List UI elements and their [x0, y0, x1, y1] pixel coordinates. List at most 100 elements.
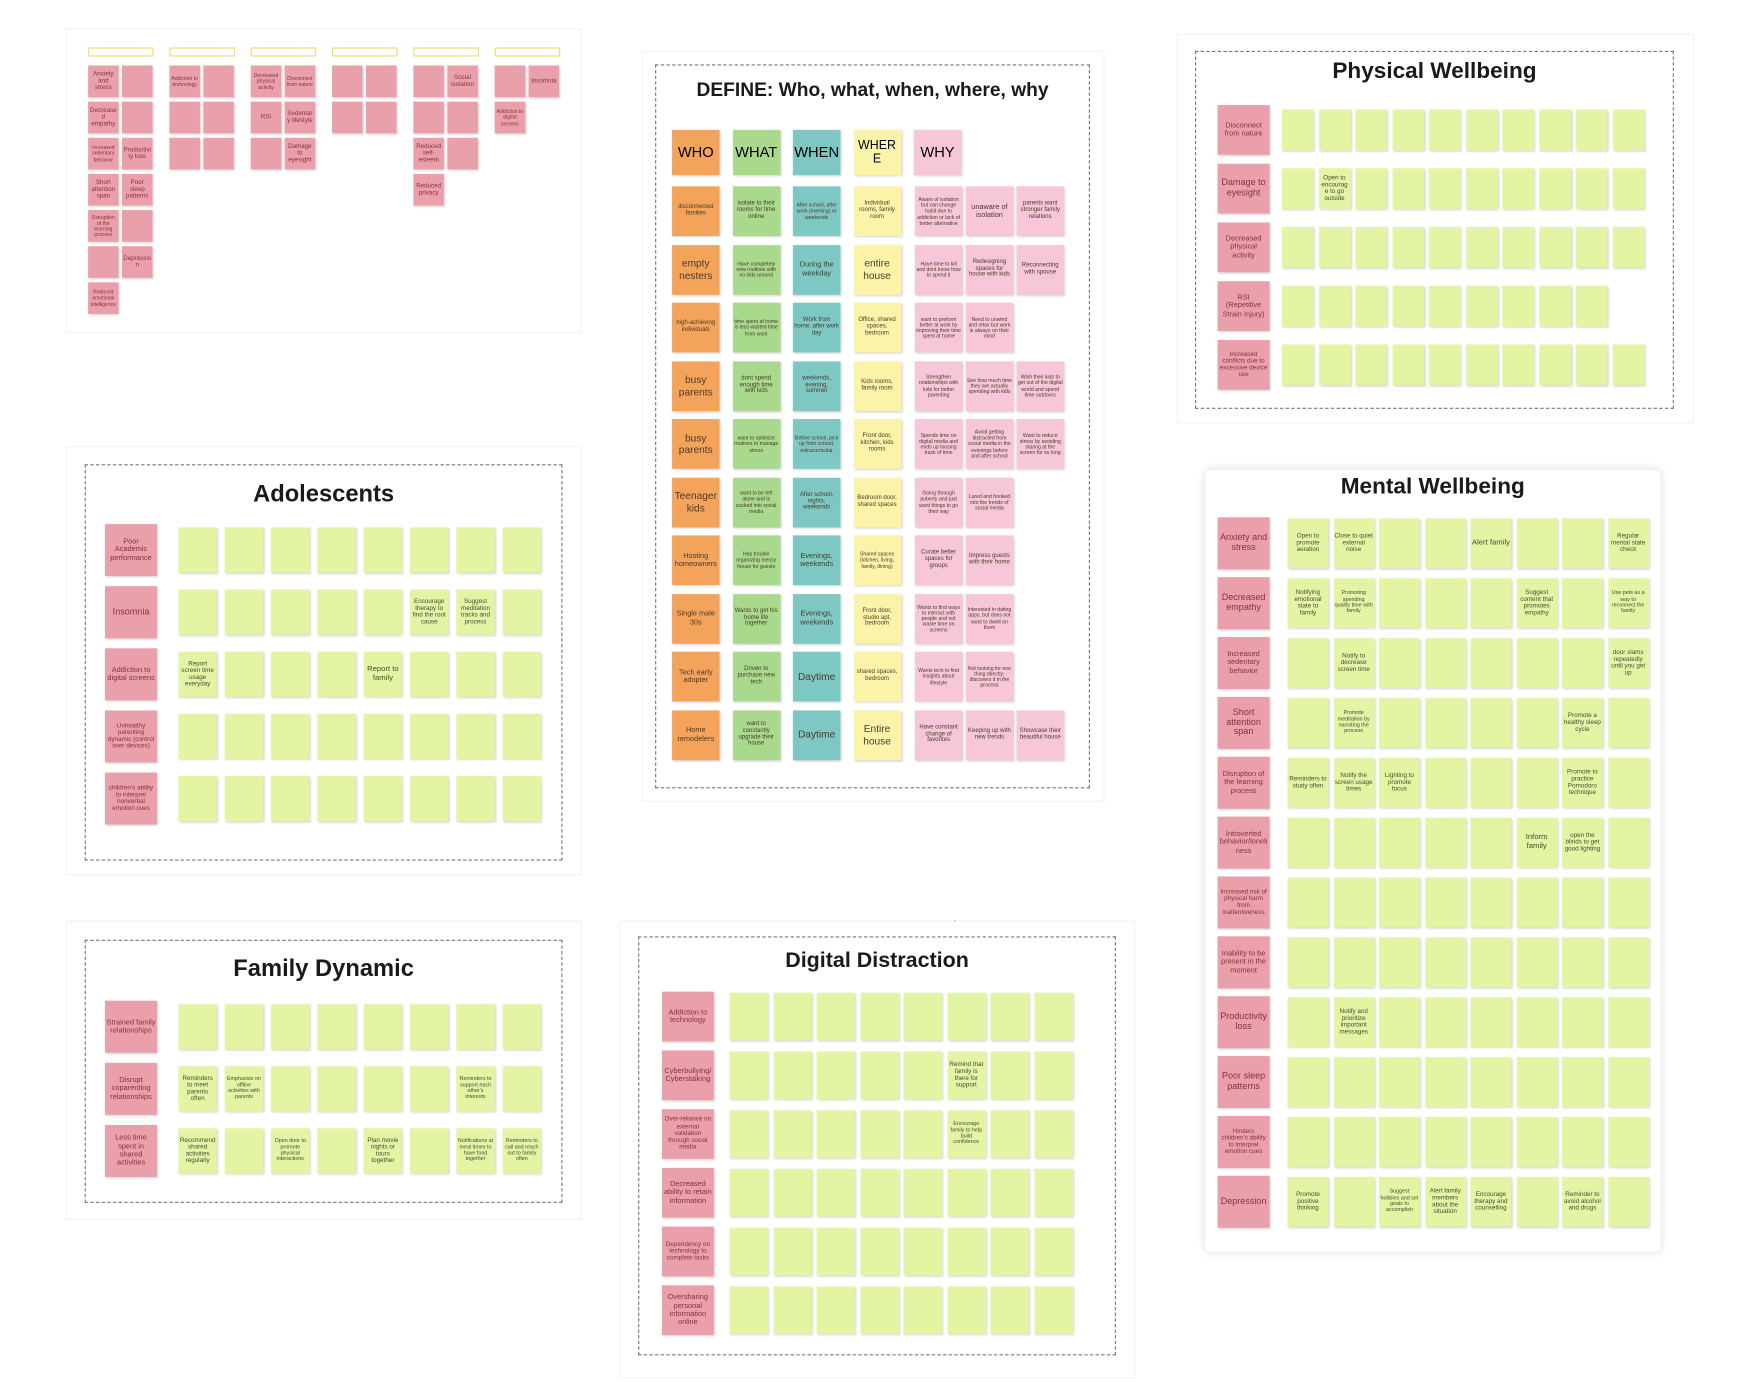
sticky-note [271, 1066, 310, 1112]
column-header: WHEN [792, 129, 841, 176]
sticky-note [1392, 344, 1424, 386]
sticky-note [1612, 227, 1644, 268]
board [84, 464, 563, 861]
sticky-note [1034, 1051, 1073, 1099]
sticky-note [947, 1169, 986, 1217]
sticky-note [365, 101, 397, 134]
sticky-note [1516, 877, 1558, 928]
sticky-note [860, 1286, 899, 1334]
sticky-note [1465, 227, 1498, 268]
sticky-note [1612, 109, 1644, 151]
row-label: Hinders children's ability to interpret … [1217, 1115, 1270, 1168]
sticky-note: Addiction to technology [169, 65, 200, 98]
sticky-note [363, 713, 403, 760]
sticky-note: Curate better spaces for groups [914, 535, 963, 586]
sticky-note [1502, 168, 1534, 209]
sticky-note [1607, 1117, 1649, 1167]
sticky-note: dont spend enough time with kids [732, 360, 780, 411]
sticky-note: Kids rooms, family room [853, 360, 901, 411]
sticky-note [178, 527, 217, 573]
sticky-note [121, 65, 153, 98]
sticky-note [947, 992, 986, 1041]
sticky-note [224, 651, 264, 697]
sticky-note [860, 1227, 899, 1276]
sticky-note [271, 589, 310, 635]
sticky-note [816, 1051, 856, 1099]
sticky-note: Increased sedentary behavior [88, 137, 119, 170]
row-label: Less time spent in shared activities [105, 1124, 157, 1177]
sticky-note [1470, 937, 1512, 988]
column-header: WHERE [853, 129, 901, 176]
sticky-note: Recommend shared activities regularly [178, 1128, 217, 1174]
sticky-note [317, 1004, 356, 1050]
sticky-note [224, 1128, 264, 1174]
sticky-note [816, 1169, 856, 1217]
row-label: Strained family relationships [105, 1000, 157, 1053]
sticky-note [456, 651, 495, 697]
sticky-note: Has trouble organizing messy house for g… [732, 535, 780, 586]
sticky-note: empty nesters [672, 244, 720, 295]
sticky-note [1379, 1057, 1420, 1107]
sticky-note [1424, 1057, 1466, 1107]
sticky-note: Reminders to call and reach out to famil… [502, 1128, 542, 1174]
row-label: Disruption of the learning process [1217, 756, 1270, 809]
sticky-note [773, 1051, 812, 1099]
sticky-note [317, 775, 356, 822]
sticky-note [947, 1286, 986, 1334]
sticky-note: want to be left alone and is sucked into… [732, 477, 780, 527]
sticky-note [990, 992, 1029, 1041]
sticky-note: Impress guests with their home [965, 535, 1014, 586]
sticky-note [1428, 109, 1461, 151]
sticky-note [363, 1066, 403, 1112]
sticky-note: Home remodelers [672, 709, 720, 760]
sticky-note [1379, 877, 1420, 928]
sticky-note: During the weekday [792, 244, 841, 295]
sticky-note [410, 651, 449, 697]
sticky-note: Reduced self-esteem [413, 137, 444, 170]
row-label: Decreased ability to retain information [661, 1167, 714, 1218]
sticky-note: open the blinds to get good lighting [1562, 817, 1603, 868]
sticky-note [224, 775, 264, 822]
sticky-note: Entire house [853, 709, 901, 760]
sticky-note [1470, 997, 1512, 1048]
sticky-note [860, 992, 899, 1041]
sticky-note [1516, 698, 1558, 748]
sticky-note [1470, 1057, 1512, 1107]
sticky-note: Keeping up with new trends [965, 709, 1014, 760]
sticky-note [1318, 109, 1351, 151]
sticky-note [1465, 285, 1498, 327]
row-label: Dependency on technology to complete tas… [661, 1226, 714, 1277]
board-title: Adolescents [253, 481, 395, 508]
sticky-note [1379, 578, 1420, 628]
row-label: Anxiety and stress [1217, 517, 1270, 570]
sticky-note [1287, 997, 1329, 1048]
sticky-note: Avoid getting distracted from social med… [965, 419, 1014, 469]
sticky-note: Decreased physical activity [250, 65, 282, 98]
sticky-note [1516, 937, 1558, 988]
sticky-note: Disconnect from nature [284, 65, 316, 98]
sticky-note [1424, 817, 1466, 868]
sticky-note [1034, 1110, 1073, 1158]
sticky-note [1333, 1176, 1375, 1227]
sticky-note: Interested in dating apps, but does not … [965, 593, 1014, 644]
sticky-note: Promote meditation by narrating the proc… [1333, 698, 1375, 748]
sticky-note: Front door, studio apt, bedroom [853, 593, 901, 644]
sticky-note [178, 589, 217, 635]
sticky-note [903, 1169, 942, 1217]
sticky-note: Want to reduce stress by avoiding starin… [1016, 419, 1064, 469]
sticky-note [1607, 997, 1649, 1048]
sticky-note [203, 137, 234, 170]
sticky-note [271, 1004, 310, 1050]
sticky-note [903, 1110, 942, 1158]
sticky-note [773, 992, 812, 1041]
sticky-note [178, 1004, 217, 1050]
sticky-note: Inform family [1516, 817, 1558, 868]
sticky-note [1355, 109, 1388, 151]
sticky-note [1502, 344, 1534, 386]
sticky-note [1607, 817, 1649, 868]
sticky-note [1034, 1227, 1073, 1276]
sticky-note: Suggest content that promotes empathy [1516, 578, 1558, 628]
row-label: Cyberbullying/ Cyberstalking [661, 1050, 714, 1101]
sticky-note [502, 651, 542, 697]
